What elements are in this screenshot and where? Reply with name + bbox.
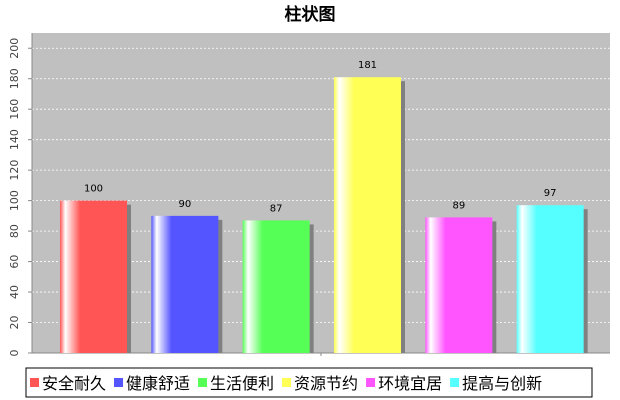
legend-label: 生活便利 [210, 374, 274, 393]
y-tick-label: 160 [8, 99, 21, 120]
bar [516, 205, 584, 353]
y-tick-label: 60 [8, 255, 21, 269]
bar [334, 77, 401, 353]
bar [151, 215, 219, 353]
legend-swatch [366, 378, 376, 387]
legend-label: 安全耐久 [42, 374, 106, 393]
legend-label: 提高与创新 [462, 374, 542, 393]
legend-swatch [30, 378, 39, 387]
y-tick-label: 0 [8, 350, 21, 357]
y-tick-label: 80 [8, 224, 21, 238]
legend-swatch [198, 378, 208, 387]
bar [242, 220, 310, 353]
value-label: 89 [452, 200, 465, 211]
bar [60, 200, 127, 353]
legend-label: 健康舒适 [126, 374, 190, 393]
y-tick-label: 140 [8, 129, 21, 150]
legend-swatch [282, 378, 292, 387]
value-label: 90 [178, 199, 191, 210]
value-label: 181 [358, 60, 377, 71]
y-tick-label: 180 [8, 68, 21, 89]
legend-label: 环境宜居 [378, 374, 442, 393]
legend-swatch [114, 378, 124, 387]
y-tick-label: 100 [8, 190, 21, 211]
legend-label: 资源节约 [294, 374, 358, 393]
value-label: 87 [270, 203, 283, 214]
value-label: 97 [544, 188, 557, 199]
y-tick-label: 200 [8, 38, 21, 59]
y-tick-label: 120 [8, 160, 21, 181]
y-tick-label: 40 [8, 285, 21, 299]
bar [425, 217, 493, 353]
y-tick-label: 20 [8, 316, 21, 330]
value-label: 100 [84, 184, 103, 195]
legend-swatch [450, 378, 460, 387]
chart-title: 柱状图 [285, 4, 336, 25]
